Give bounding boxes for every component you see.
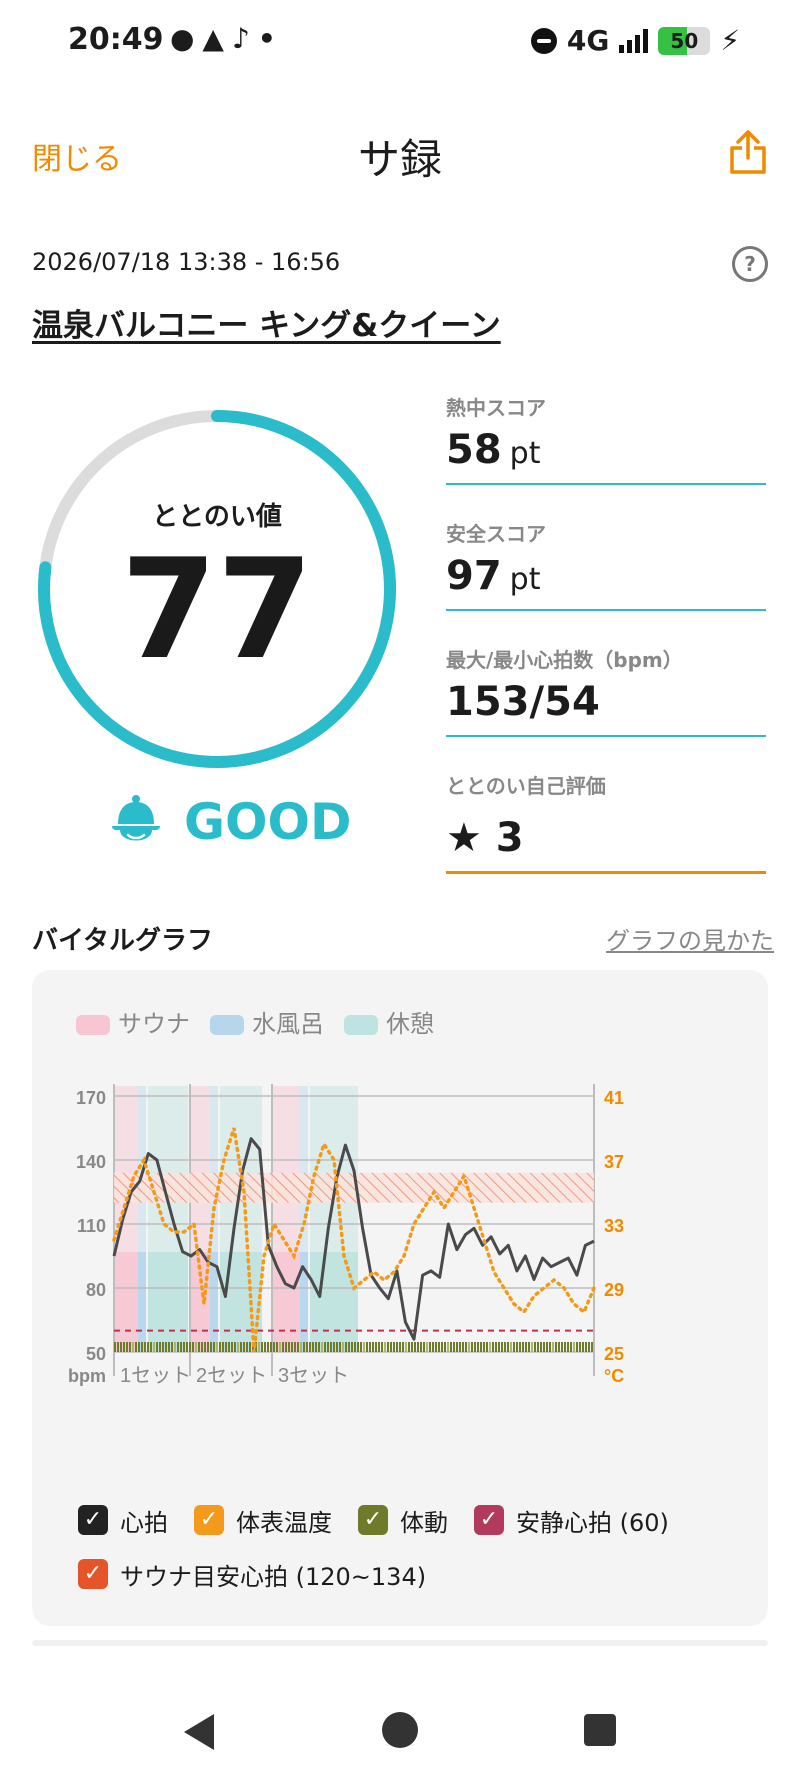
phase-band [138, 1252, 146, 1352]
vital-graph-title: バイタルグラフ [32, 926, 213, 956]
set-label: 3セット [278, 1365, 349, 1387]
metric-label: 熱中スコア [446, 396, 546, 420]
session-datetime: 2026/07/18 13:38 - 16:56 [32, 248, 341, 276]
y-right-unit: °C [604, 1366, 624, 1386]
checkbox-icon[interactable]: ✓ [474, 1505, 504, 1535]
motion-strip [114, 1342, 593, 1352]
checkbox-icon[interactable]: ✓ [358, 1505, 388, 1535]
metric-label: ととのい自己評価 [446, 774, 606, 798]
skin-temp-line [112, 1127, 596, 1353]
set-label: 2セット [196, 1365, 267, 1387]
recents-icon[interactable] [584, 1714, 616, 1746]
metric-value: ★ 3 [446, 815, 524, 861]
toggle-heart-rate[interactable]: ✓ 心拍 [78, 1500, 168, 1540]
graph-help-link[interactable]: グラフの見かた [606, 927, 774, 955]
y-left-tick: 110 [77, 1216, 106, 1236]
next-card-edge [32, 1640, 768, 1646]
phase-band [220, 1252, 262, 1352]
page-title: サ録 [357, 135, 442, 184]
toggle-sauna-target[interactable]: ✓ サウナ目安心拍 (120~134) [78, 1554, 426, 1594]
series-toggles: ✓ 心拍 ✓ 体表温度 ✓ 体動 ✓ 安静心拍 (60) ✓ サウナ目安心拍 (120~1… [78, 1500, 758, 1594]
phase-band [114, 1252, 138, 1352]
signal-icon [619, 28, 649, 53]
y-right-tick: 41 [604, 1088, 624, 1108]
metric-value: 97 [446, 553, 502, 599]
metric-value: 58 [446, 427, 502, 473]
back-icon[interactable] [184, 1714, 214, 1750]
charging-icon: ⚡ [720, 24, 740, 57]
metric-label: 安全スコア [446, 522, 546, 546]
phase-legend: サウナ 水風呂 休憩 [76, 1004, 434, 1039]
toggle-motion[interactable]: ✓ 体動 [358, 1500, 448, 1540]
battery-icon: 50 [658, 26, 711, 55]
phase-band [310, 1252, 358, 1352]
facility-name[interactable]: 温泉バルコニー キング&クイーン [32, 308, 501, 344]
y-left-unit: bpm [68, 1366, 106, 1386]
metric-unit: pt [509, 436, 541, 471]
vital-chart: 50 25 80 29 110 33 140 37 170 41 bpm °C 1セット 2セット 3セット [68, 1084, 624, 1387]
metric-self-rating[interactable]: ととのい自己評価 ★ 3 [446, 770, 766, 874]
notification-icons: ●▲♪• [170, 22, 284, 55]
network-type: 4G [566, 24, 610, 57]
help-icon[interactable]: ? [732, 246, 768, 282]
toggle-resting-hr[interactable]: ✓ 安静心拍 (60) [474, 1500, 669, 1540]
phase-band-top [210, 1086, 218, 1352]
checkbox-icon[interactable]: ✓ [78, 1505, 108, 1535]
y-left-tick: 80 [86, 1280, 106, 1300]
status-bar: 20:49 ●▲♪• 4G 50 ⚡ [0, 0, 800, 90]
gauge-value: 77 [120, 529, 314, 690]
y-left-tick: 140 [76, 1152, 106, 1172]
status-time: 20:49 [68, 22, 164, 57]
phase-band [300, 1252, 308, 1352]
phase-band-top [138, 1086, 146, 1352]
toggle-skin-temp[interactable]: ✓ 体表温度 [194, 1500, 332, 1540]
phase-band [148, 1252, 188, 1352]
legend-cold-bath: 水風呂 [210, 1004, 324, 1039]
y-left-tick: 50 [86, 1344, 106, 1364]
phase-band [190, 1252, 210, 1352]
y-right-tick: 33 [604, 1216, 624, 1236]
status-right: 4G 50 ⚡ [530, 24, 740, 57]
checkbox-icon[interactable]: ✓ [194, 1505, 224, 1535]
close-button[interactable]: 閉じる [32, 142, 122, 177]
checkbox-icon[interactable]: ✓ [78, 1559, 108, 1589]
y-right-tick: 29 [604, 1280, 624, 1300]
y-right-tick: 37 [604, 1152, 624, 1172]
sauna-hat-icon [112, 795, 160, 841]
totonoi-gauge [38, 410, 396, 768]
gauge-label: ととのい値 [152, 502, 282, 532]
rating: GOOD [110, 790, 352, 854]
rating-text: GOOD [184, 793, 352, 851]
set-label: 1セット [120, 1365, 191, 1387]
metric-safety-score: 安全スコア 97 pt [446, 518, 766, 611]
metric-label: 最大/最小心拍数（bpm） [446, 648, 683, 672]
do-not-disturb-icon [530, 27, 557, 54]
y-left-tick: 170 [76, 1088, 106, 1108]
legend-sauna: サウナ [76, 1004, 190, 1039]
heart-rate-line [112, 1137, 595, 1341]
home-icon[interactable] [382, 1712, 418, 1748]
share-icon[interactable] [728, 128, 768, 176]
metric-heart-rate: 最大/最小心拍数（bpm） 153/54 [446, 644, 766, 737]
metric-unit: pt [509, 562, 541, 597]
metric-value: 153/54 [446, 679, 600, 725]
y-right-tick: 25 [604, 1344, 624, 1364]
gauge-progress-arc [38, 410, 396, 768]
legend-rest: 休憩 [344, 1004, 434, 1039]
phase-band-top [300, 1086, 308, 1352]
metric-heat-score: 熱中スコア 58 pt [446, 392, 766, 485]
phase-band [210, 1252, 218, 1352]
